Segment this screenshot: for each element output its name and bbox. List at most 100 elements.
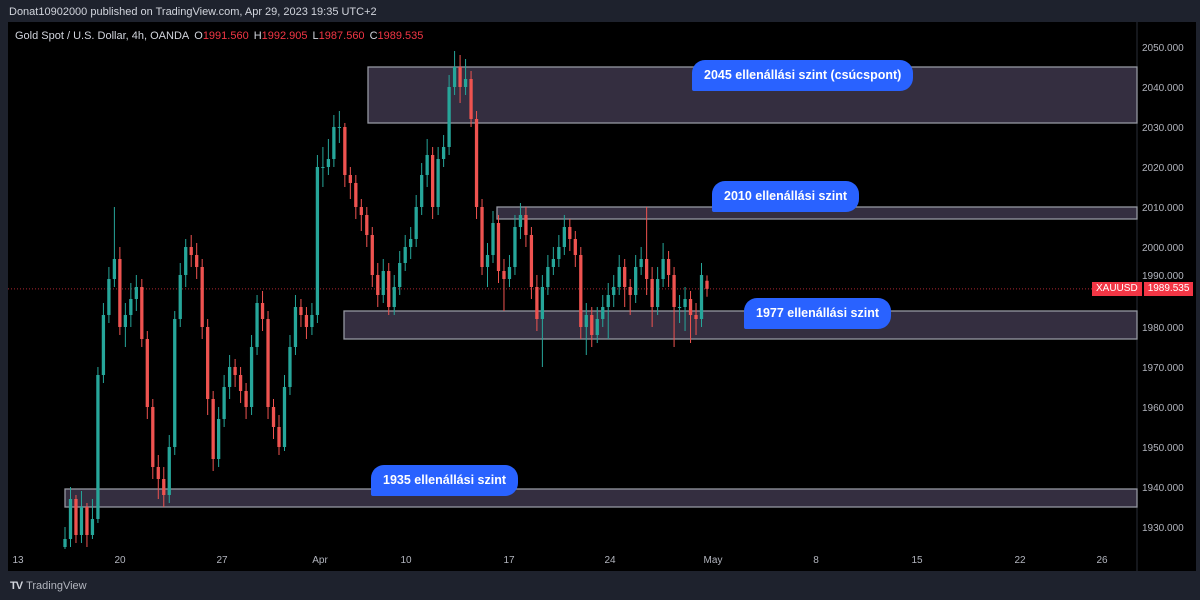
symbol-description: Gold Spot / U.S. Dollar, 4h, OANDA <box>15 30 190 42</box>
annotation-1977[interactable]: 1977 ellenállási szint <box>744 298 891 329</box>
candle <box>304 307 309 339</box>
candle-body <box>381 271 385 295</box>
candle <box>195 243 199 279</box>
candle <box>562 215 566 255</box>
candle-body <box>650 279 654 307</box>
candle <box>255 295 259 355</box>
candle <box>162 467 166 507</box>
candle-body <box>590 315 594 335</box>
candle <box>381 259 385 303</box>
candle-body <box>79 507 84 535</box>
candle <box>606 283 610 339</box>
candle <box>639 247 643 275</box>
candle-body <box>167 447 171 495</box>
annotation-2045[interactable]: 2045 ellenállási szint (csúcspont) <box>692 60 914 91</box>
candle <box>68 487 73 547</box>
tradingview-brand[interactable]: TV TradingView <box>10 580 87 592</box>
candle-body <box>216 419 221 459</box>
candle-body <box>623 267 627 287</box>
candle <box>277 415 281 455</box>
candle <box>403 235 407 271</box>
candle-body <box>244 391 248 407</box>
candle-body <box>579 255 583 327</box>
candle-body <box>485 255 490 267</box>
candle <box>107 267 111 323</box>
candle-body <box>195 255 199 267</box>
candle <box>151 399 155 479</box>
chart-area[interactable]: 2050.000 2040.000 2030.000 2020.000 2010.000… <box>8 22 1196 571</box>
candle <box>398 251 402 295</box>
candle <box>332 115 336 167</box>
candle <box>584 303 588 355</box>
candle <box>244 383 248 419</box>
close-value: 1989.535 <box>377 30 424 42</box>
candle-body <box>365 215 369 235</box>
y-tick-label: 2020.000 <box>1142 163 1184 174</box>
candle <box>282 375 287 451</box>
candlestick-chart[interactable]: 2050.000 2040.000 2030.000 2020.000 2010.000… <box>8 22 1196 571</box>
candle <box>595 307 599 343</box>
candle-body <box>249 347 254 407</box>
candle <box>688 291 693 343</box>
candle <box>409 227 413 259</box>
candle-body <box>326 159 331 167</box>
candle <box>529 227 534 299</box>
candle <box>167 435 171 503</box>
y-tick-label: 1940.000 <box>1142 483 1184 494</box>
candle-body <box>173 319 177 447</box>
candle-body <box>688 299 693 315</box>
candle-body <box>617 267 621 287</box>
candle-body <box>85 507 89 535</box>
candle-body <box>376 275 380 295</box>
symbol-legend: Gold Spot / U.S. Dollar, 4h, OANDA O1991.… <box>15 30 423 42</box>
y-tick-label: 1980.000 <box>1142 323 1184 334</box>
x-tick-label: 24 <box>604 555 616 566</box>
candle <box>420 163 424 215</box>
candle <box>134 275 138 311</box>
candle <box>293 295 298 355</box>
candle <box>260 291 265 331</box>
candle <box>644 207 649 295</box>
candle-body <box>189 247 193 255</box>
candle-body <box>101 315 106 375</box>
candle-body <box>118 259 122 327</box>
candle <box>140 279 144 347</box>
candle-body <box>507 267 512 279</box>
candle-body <box>430 155 435 207</box>
candle <box>463 59 468 95</box>
candle-body <box>68 499 73 539</box>
candle-body <box>260 303 265 319</box>
candle-body <box>392 287 396 307</box>
candle-body <box>705 280 709 289</box>
candle <box>452 51 457 95</box>
candle-body <box>156 467 160 479</box>
candle <box>63 527 67 549</box>
candle-body <box>458 67 462 87</box>
zone-rect <box>64 488 1138 508</box>
candle <box>315 155 320 323</box>
candle <box>266 311 270 419</box>
candle-body <box>304 315 309 327</box>
candle-body <box>529 235 534 287</box>
candle-body <box>699 275 704 319</box>
candle <box>617 255 621 295</box>
candle-body <box>409 239 413 247</box>
candle-body <box>540 287 545 319</box>
candle-body <box>425 155 429 175</box>
candle-body <box>315 167 320 315</box>
candle-body <box>332 127 336 159</box>
candle-body <box>299 307 303 315</box>
candle-body <box>398 263 402 287</box>
low-value: 1987.560 <box>318 30 365 42</box>
candle <box>546 255 550 295</box>
candle-body <box>359 207 363 215</box>
candle <box>699 263 704 327</box>
candle <box>480 199 484 275</box>
annotation-2010[interactable]: 2010 ellenállási szint <box>712 181 859 212</box>
candle <box>348 167 352 199</box>
annotation-1935[interactable]: 1935 ellenállási szint <box>371 465 518 496</box>
candle <box>211 391 215 471</box>
candle-body <box>255 303 259 347</box>
candle-body <box>496 223 501 271</box>
candle-body <box>557 247 561 259</box>
